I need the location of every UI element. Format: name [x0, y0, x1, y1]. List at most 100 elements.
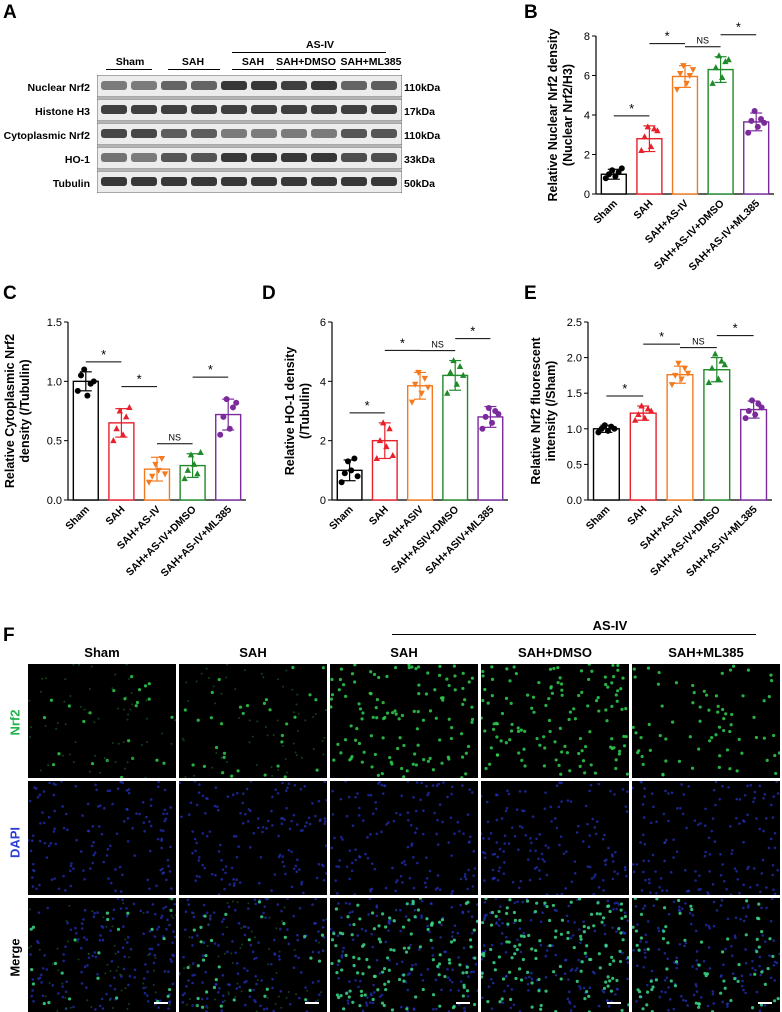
nucleus-dot — [414, 963, 418, 966]
nucleus-dot — [243, 967, 246, 970]
nucleus-dot — [760, 906, 763, 910]
nucleus-dot — [116, 787, 120, 790]
nrf2-dot — [407, 918, 411, 922]
micrograph-dots — [28, 781, 173, 893]
nucleus-dot — [431, 954, 435, 957]
nrf2-dot — [67, 940, 70, 943]
blot-band — [341, 177, 367, 186]
nrf2-dot — [777, 751, 780, 755]
nucleus-dot — [224, 865, 228, 868]
nrf2-dot — [627, 1003, 629, 1007]
nucleus-dot — [281, 781, 284, 785]
nucleus-dot — [69, 864, 73, 868]
nucleus-dot — [412, 795, 415, 799]
nucleus-dot — [92, 841, 95, 844]
nucleus-dot — [148, 929, 152, 933]
nrf2-dot — [470, 705, 474, 709]
nrf2-dot — [437, 973, 441, 977]
nrf2-dot — [357, 741, 362, 746]
nrf2-dot — [315, 768, 319, 772]
nucleus-dot — [87, 956, 91, 960]
nrf2-dot — [530, 706, 534, 710]
nrf2-dot — [93, 721, 96, 724]
nrf2-dot — [330, 693, 335, 697]
nucleus-dot — [292, 914, 296, 918]
nrf2-dot — [83, 708, 86, 711]
nrf2-dot — [183, 967, 186, 970]
nucleus-dot — [111, 802, 114, 806]
nucleus-dot — [148, 849, 152, 853]
nucleus-dot — [277, 834, 280, 838]
nucleus-dot — [322, 879, 326, 882]
nrf2-dot — [634, 731, 638, 735]
nucleus-dot — [413, 831, 417, 835]
nucleus-dot — [691, 965, 694, 968]
nucleus-dot — [755, 817, 758, 820]
nucleus-dot — [547, 846, 550, 850]
nucleus-dot — [718, 797, 722, 801]
nrf2-dot — [431, 768, 435, 772]
nucleus-dot — [566, 997, 570, 1001]
nucleus-dot — [314, 814, 317, 818]
nucleus-dot — [489, 977, 493, 981]
nucleus-dot — [730, 954, 734, 957]
micrograph-dots — [28, 664, 176, 778]
nrf2-dot — [251, 735, 254, 738]
nrf2-dot — [291, 688, 294, 691]
blot-band — [161, 177, 187, 186]
nrf2-dot — [241, 943, 244, 946]
blot-band — [341, 153, 367, 162]
nucleus-dot — [294, 864, 298, 868]
nucleus-dot — [31, 978, 35, 981]
panel-label-e: E — [524, 283, 537, 304]
nucleus-dot — [227, 905, 231, 909]
nrf2-dot — [155, 758, 159, 762]
data-point — [672, 372, 679, 379]
nucleus-dot — [72, 1005, 75, 1009]
nrf2-dot — [285, 771, 288, 774]
nucleus-dot — [194, 849, 197, 853]
nucleus-dot — [518, 927, 522, 931]
nrf2-dot — [472, 928, 476, 932]
nucleus-dot — [108, 844, 112, 848]
nucleus-dot — [438, 803, 442, 806]
nucleus-dot — [288, 827, 292, 831]
y-tick-label: 2.0 — [567, 353, 582, 365]
nucleus-dot — [370, 887, 374, 891]
nrf2-dot — [421, 718, 426, 722]
blot-kda: 110kDa — [404, 82, 441, 94]
micro-row-nrf2: Nrf2 — [7, 709, 23, 736]
micro-asiv-header: AS-IV — [592, 618, 628, 633]
data-point — [715, 52, 723, 59]
nrf2-dot — [411, 902, 415, 906]
nrf2-dot — [674, 681, 679, 685]
nrf2-dot — [304, 719, 307, 722]
nucleus-dot — [730, 944, 733, 948]
nucleus-dot — [513, 901, 517, 905]
nucleus-dot — [769, 976, 773, 980]
nucleus-dot — [184, 910, 188, 914]
nucleus-dot — [321, 864, 325, 868]
nucleus-dot — [324, 820, 327, 823]
nucleus-dot — [466, 994, 470, 998]
nucleus-dot — [744, 915, 748, 918]
blot-band — [221, 153, 247, 162]
nrf2-dot — [332, 931, 336, 936]
nucleus-dot — [735, 797, 739, 801]
nucleus-dot — [88, 867, 92, 870]
nucleus-dot — [101, 926, 105, 929]
nucleus-dot — [303, 785, 307, 788]
nrf2-dot — [381, 970, 385, 974]
nrf2-dot — [325, 918, 327, 921]
nucleus-dot — [220, 920, 224, 923]
nrf2-dot — [413, 752, 417, 756]
nucleus-dot — [446, 795, 449, 799]
nucleus-dot — [297, 956, 301, 960]
nucleus-dot — [588, 865, 592, 869]
nucleus-dot — [42, 790, 46, 793]
nucleus-dot — [61, 985, 64, 988]
nucleus-dot — [35, 939, 39, 943]
nrf2-dot — [300, 756, 303, 759]
nucleus-dot — [391, 866, 394, 870]
nrf2-dot — [369, 670, 373, 674]
